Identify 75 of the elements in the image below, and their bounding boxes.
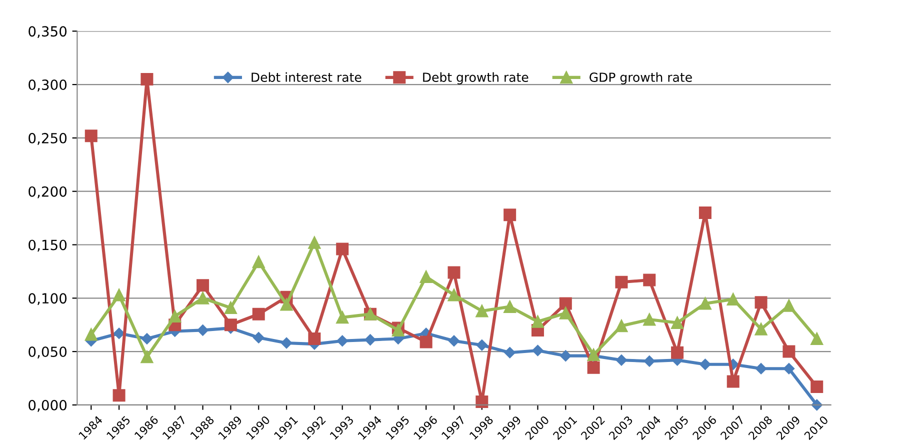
point: [754, 322, 768, 336]
point: [698, 297, 712, 310]
point: [726, 375, 740, 388]
point: [671, 346, 684, 359]
point: [783, 363, 795, 374]
point: [616, 354, 628, 366]
legend-label: Debt growth rate: [423, 72, 528, 84]
point: [336, 242, 349, 256]
point: [308, 236, 321, 249]
point: [112, 389, 126, 402]
point: [140, 350, 154, 364]
point: [700, 358, 711, 370]
y-tick-label: 0,100: [28, 293, 67, 306]
point: [308, 332, 321, 345]
point: [615, 276, 628, 288]
point: [810, 380, 824, 394]
point: [224, 318, 237, 332]
point: [140, 72, 154, 86]
point: [643, 274, 656, 286]
point: [811, 399, 822, 411]
point: [476, 340, 488, 351]
point: [698, 206, 712, 219]
point: [113, 328, 125, 339]
y-tick-label: 0,200: [28, 186, 67, 198]
legend-label: GDP growth rate: [590, 72, 692, 84]
point: [196, 279, 210, 292]
point: [754, 296, 768, 309]
point: [197, 324, 208, 336]
point: [504, 300, 516, 313]
point: [504, 208, 516, 222]
point: [476, 304, 488, 318]
point: [476, 395, 488, 408]
point: [252, 256, 265, 268]
point: [726, 292, 740, 306]
point: [84, 328, 98, 341]
point: [671, 316, 684, 329]
y-tick-label: 0,250: [28, 132, 67, 145]
point: [253, 332, 264, 344]
point: [336, 311, 349, 324]
legend-label: Debt interest rate: [252, 72, 362, 82]
point: [782, 345, 796, 358]
point: [448, 288, 460, 302]
point: [448, 335, 460, 346]
point: [420, 270, 432, 284]
point: [560, 350, 572, 362]
point: [336, 335, 348, 346]
y-tick-label: 0,000: [28, 400, 67, 412]
point: [224, 302, 237, 314]
y-tick-label: 0,050: [28, 346, 67, 358]
point: [112, 288, 126, 302]
point: [644, 356, 655, 367]
point: [532, 344, 544, 356]
point: [364, 334, 376, 346]
point: [782, 299, 796, 312]
point: [531, 315, 544, 328]
point: [448, 266, 460, 279]
point: [559, 297, 572, 310]
point: [141, 333, 153, 344]
point: [420, 336, 432, 348]
point: [755, 363, 767, 374]
point: [559, 306, 572, 320]
y-tick-label: 0,150: [28, 240, 67, 252]
point: [810, 332, 824, 345]
point: [252, 308, 265, 320]
point: [196, 292, 210, 304]
point: [168, 310, 182, 323]
point: [280, 298, 293, 311]
point: [587, 361, 600, 374]
point: [280, 337, 292, 349]
point: [84, 130, 98, 142]
point: [643, 313, 656, 326]
point: [615, 320, 628, 332]
point: [504, 347, 516, 358]
y-tick-label: 0,300: [28, 80, 67, 92]
y-tick-label: 0,350: [28, 26, 67, 38]
